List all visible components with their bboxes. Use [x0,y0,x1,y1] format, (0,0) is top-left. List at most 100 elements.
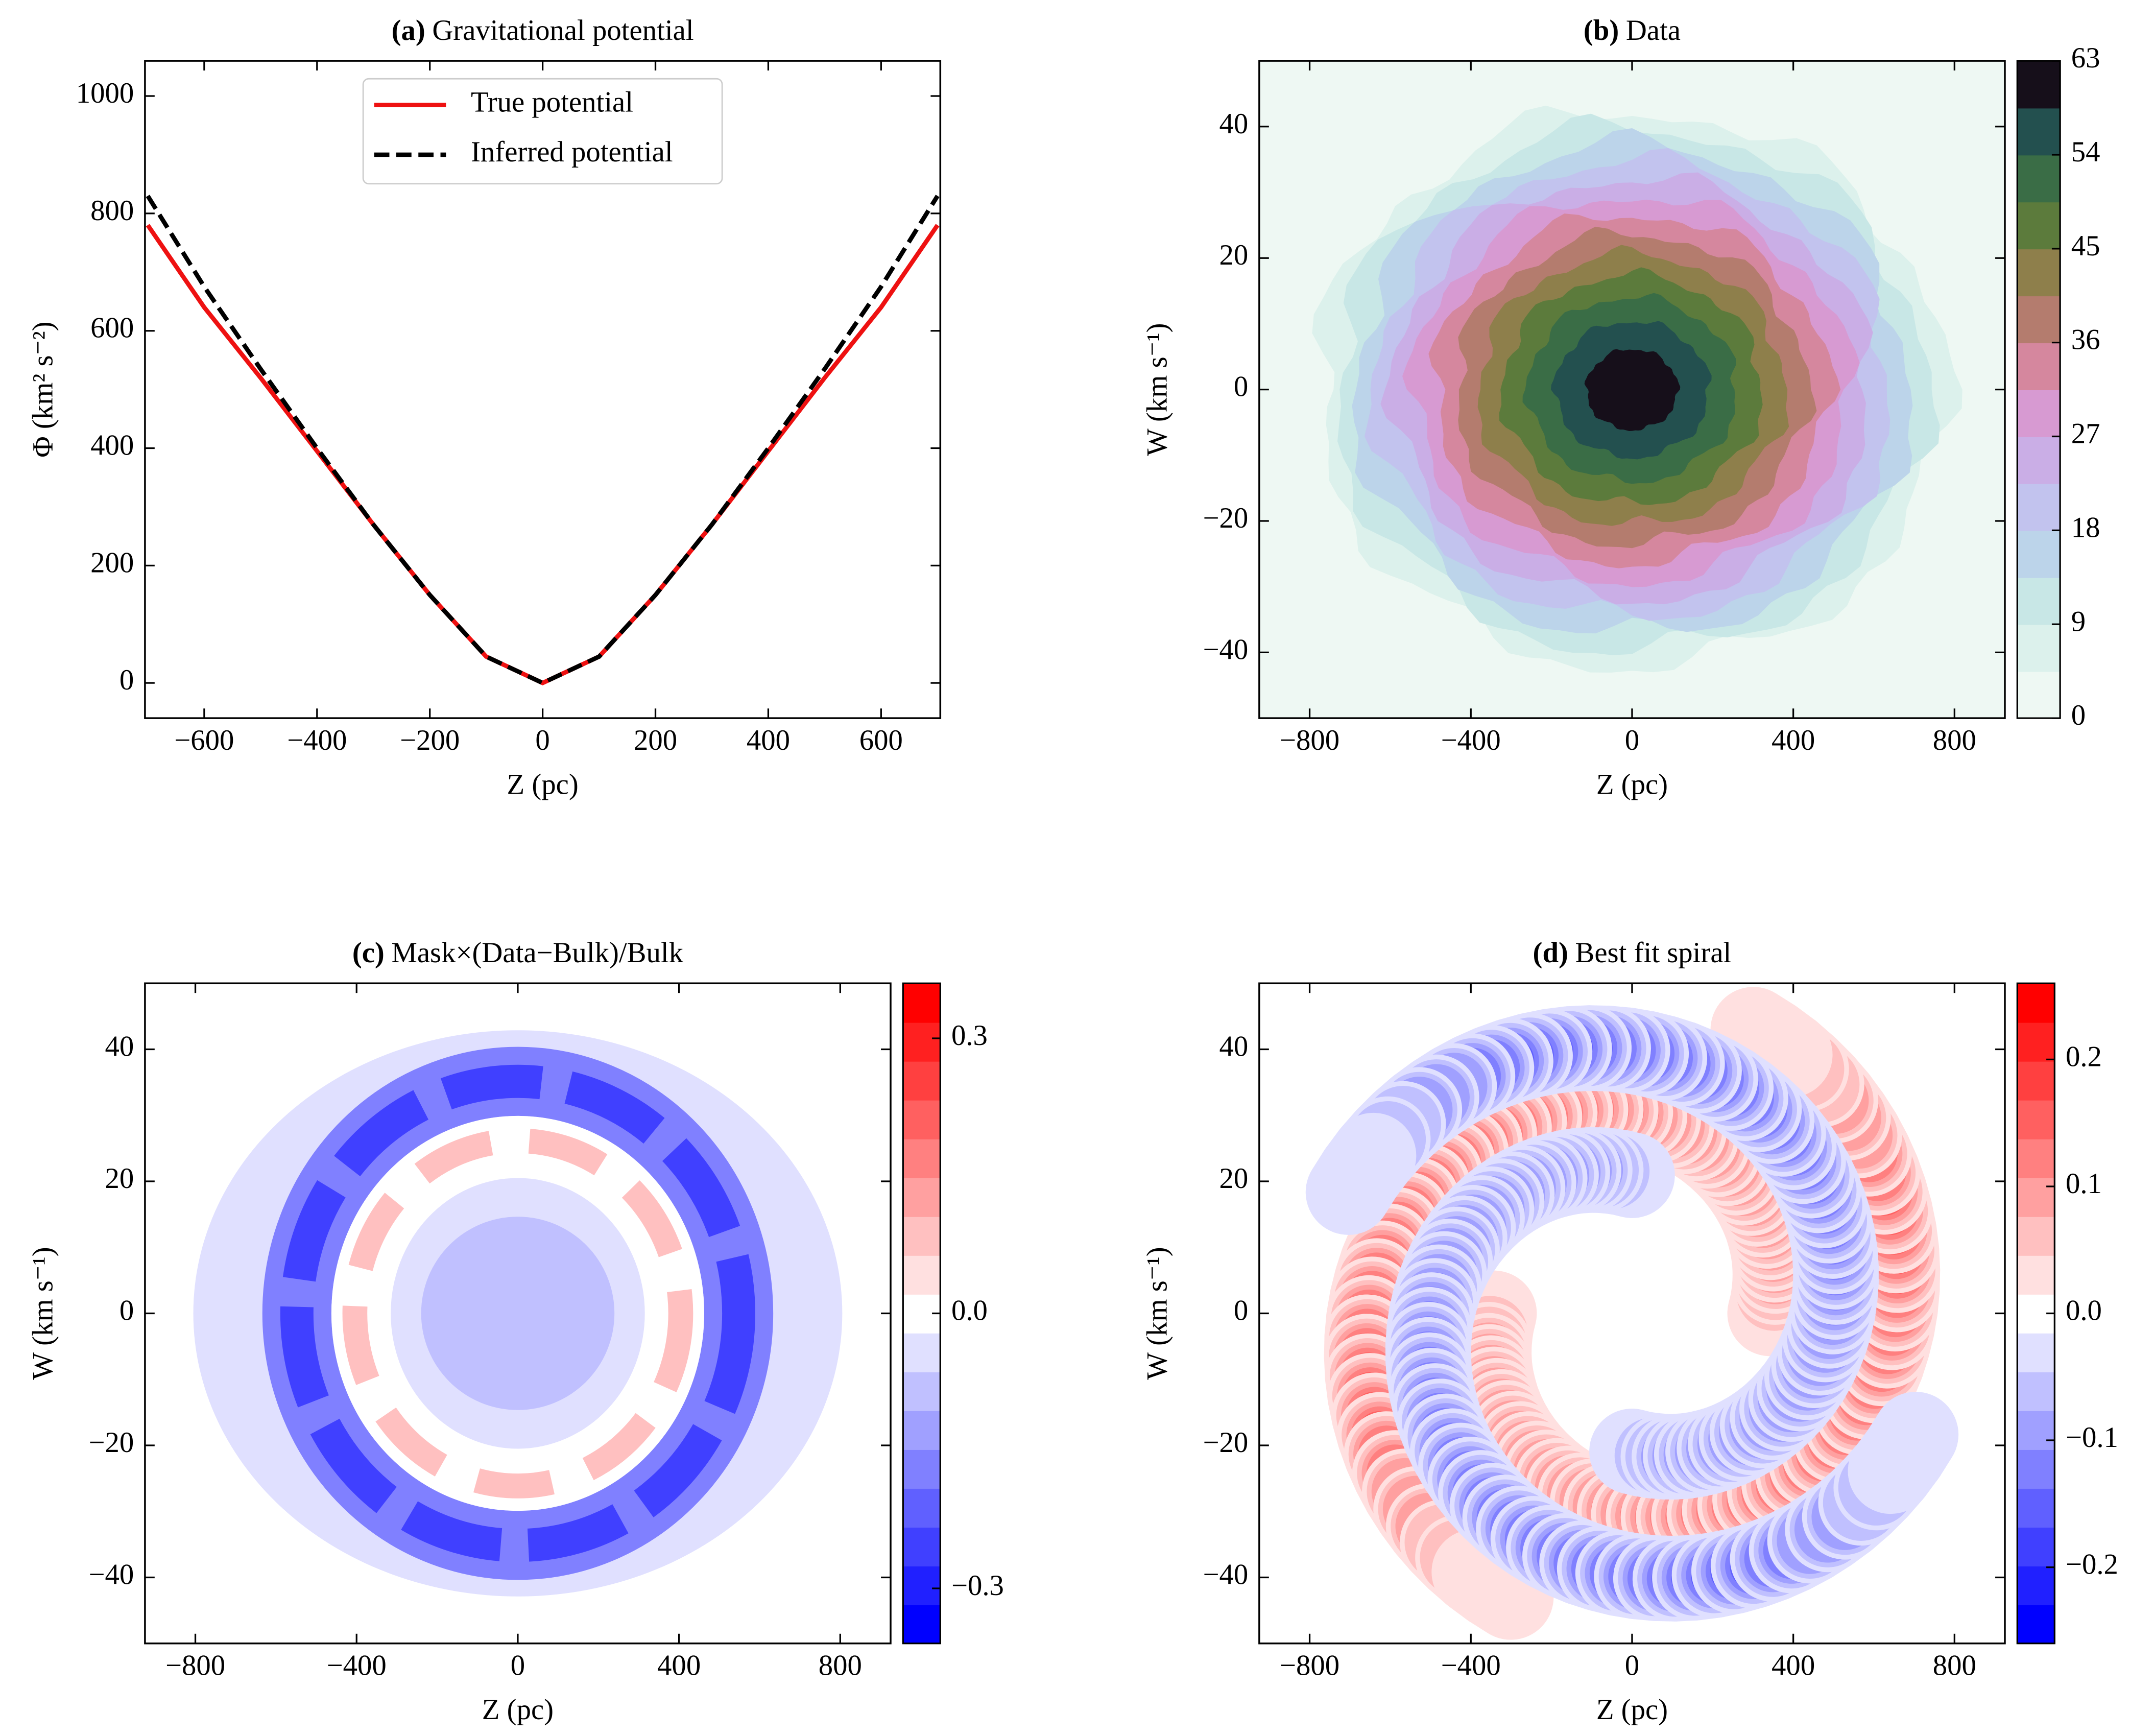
colorbar-band [2017,1410,2055,1450]
y-tick-label: 20 [105,1162,134,1195]
colorbar-band [903,1138,941,1178]
colorbar-band [903,1061,941,1101]
x-axis-label: Z (pc) [1596,768,1668,800]
colorbar-band [2017,201,2061,250]
colorbar-band [2017,436,2061,484]
panel: (d) Best fit spiral Z (pc) W (km s⁻¹) −0.2 −0… [1141,937,2118,1726]
y-tick-label: −40 [88,1558,134,1590]
colorbar-band [2017,1371,2055,1411]
colorbar-band [2017,1565,2055,1606]
y-tick-label: 1000 [76,77,134,109]
colorbar-band [903,1371,941,1411]
colorbar-band [2017,1488,2055,1528]
colorbar-band [903,1022,941,1062]
y-tick-label: −40 [1203,1558,1248,1590]
colorbar-band [2017,342,2061,390]
colorbar-band [903,1604,941,1645]
x-tick-label: 800 [819,1649,862,1681]
legend-label: True potential [471,86,633,118]
contour-band [1584,349,1681,432]
y-tick-label: 0 [119,664,134,696]
contour-band [421,1217,615,1410]
x-tick-label: −800 [1280,724,1339,756]
colorbar-band [2017,295,2061,344]
x-tick-label: 800 [1933,1649,1976,1681]
colorbar-band [2017,1022,2055,1062]
colorbar-tick-label: 18 [2071,511,2100,543]
plot-area [145,983,891,1644]
colorbar-band [2017,1061,2055,1101]
title-text: Gravitational potential [432,14,693,46]
x-tick-label: 600 [859,724,903,756]
colorbar-tick-label: 45 [2071,230,2100,262]
x-axis-label: Z (pc) [1596,1694,1668,1726]
y-tick-label: −20 [88,1426,134,1459]
y-tick-label: 20 [1219,1162,1249,1195]
x-tick-label: 0 [1625,1649,1639,1681]
contour-band [1449,1542,1554,1640]
line-series [146,195,940,685]
colorbar-tick-label: −0.1 [2066,1421,2118,1454]
x-tick-label: 0 [511,1649,525,1681]
contour-band [342,1128,693,1499]
colorbar-frame [2016,60,2061,719]
y-tick-label: 40 [1219,1031,1249,1063]
contour-band [1305,1130,1403,1235]
panel-title: (a) Gravitational potential [392,14,694,46]
x-tick-label: −400 [287,724,347,756]
colorbar-tick-label: 63 [2071,42,2100,74]
panel-title: (b) Data [1584,14,1681,46]
colorbar-tick-label: 27 [2071,418,2100,450]
panel-letter: (c) [352,937,385,969]
y-tick-label: 600 [90,312,134,344]
x-tick-label: −800 [165,1649,225,1681]
colorbar-band [2017,483,2061,531]
colorbar-tick-label: 0.2 [2066,1040,2102,1073]
title-text: Data [1626,14,1681,46]
colorbar-band [903,1488,941,1528]
y-axis-label: W (km s⁻¹) [1141,323,1173,456]
y-axis-label: Φ (km² s⁻²) [27,321,59,457]
plot-area [1259,61,2005,719]
colorbar-band [2017,1604,2055,1645]
colorbar-band [2017,1255,2055,1295]
colorbar-band [2017,671,2061,719]
x-tick-label: 0 [1625,724,1639,756]
colorbar-band [2017,1138,2055,1178]
x-tick-label: 400 [1772,1649,1815,1681]
y-tick-label: −40 [1203,633,1248,665]
colorbar-band [903,1216,941,1256]
colorbar-band [903,1527,941,1567]
plot-area [1259,983,2005,1644]
x-tick-label: 800 [1933,724,1976,756]
colorbar-tick-label: −0.3 [951,1569,1004,1602]
x-tick-label: 200 [634,724,677,756]
y-tick-label: 20 [1219,239,1249,271]
x-tick-label: −800 [1280,1649,1339,1681]
colorbar-band [903,1410,941,1450]
legend-box [362,78,723,185]
colorbar-band [2017,389,2061,437]
y-tick-label: 0 [1234,371,1248,403]
y-tick-label: 0 [1234,1295,1248,1327]
x-tick-label: −400 [1441,724,1501,756]
colorbar-tick-label: 36 [2071,324,2100,356]
panel: (a) Gravitational potential Z (pc) Φ (km² s… [27,14,942,800]
colorbar-tick-label: 0.0 [2066,1295,2102,1327]
colorbar-band [2017,61,2061,109]
x-axis-label: Z (pc) [507,768,578,800]
colorbar-tick-label: 0 [2071,699,2086,731]
y-tick-label: 40 [1219,108,1249,140]
line-series [146,224,940,685]
colorbar-tick-label: 0.1 [2066,1168,2102,1200]
panel: (c) Mask×(Data−Bulk)/Bulk Z (pc) W (km s⁻¹)… [27,937,1004,1726]
y-axis-label: W (km s⁻¹) [1141,1247,1173,1380]
colorbar-band [2017,530,2061,578]
colorbar-band [2017,248,2061,297]
colorbar-band [2017,1527,2055,1567]
colorbar-tick-label: 9 [2071,605,2086,637]
legend-label: Inferred potential [471,136,673,168]
x-tick-label: −400 [327,1649,387,1681]
colorbar-tick-label: −0.2 [2066,1549,2118,1581]
contour-band [280,1064,756,1562]
